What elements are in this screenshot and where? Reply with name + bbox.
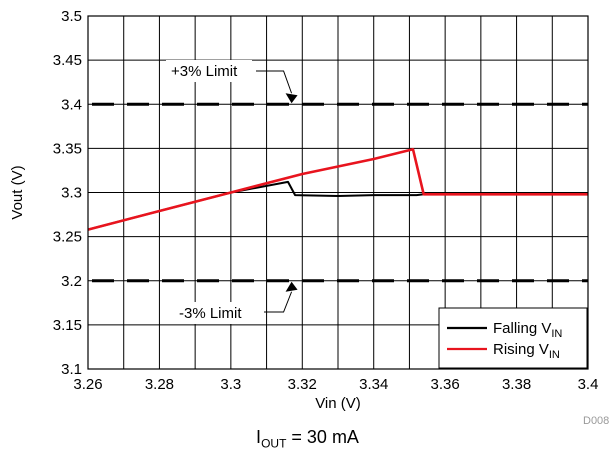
lower-limit-arrow-icon [285,281,298,292]
x-tick-label: 3.36 [431,376,460,393]
x-tick-label: 3.34 [359,376,388,393]
y-tick-label: 3.5 [61,8,82,25]
y-axis-label: Vout (V) [9,165,26,219]
x-tick-label: 3.32 [288,376,317,393]
lower-limit-label: -3% Limit [179,305,242,322]
legend-label-rising: Rising VIN [493,341,560,361]
y-tick-label: 3.2 [61,273,82,290]
legend-label-falling: Falling VIN [493,320,562,340]
x-tick-label: 3.28 [145,376,174,393]
y-tick-label: 3.1 [61,361,82,378]
x-axis-label: Vin (V) [315,395,361,412]
limit-lines [88,102,588,283]
test-condition: IOUT = 30 mA [256,427,359,451]
y-tick-label: 3.25 [53,229,82,246]
x-tick-label: 3.4 [578,376,599,393]
series-lines [87,148,588,231]
lower-limit-leader [264,291,293,313]
legend: Falling VIN Rising VIN [438,307,588,369]
y-tick-labels: 3.1 3.15 3.2 3.25 3.3 3.35 3.4 3.45 3.5 [53,8,82,378]
x-tick-label: 3.38 [502,376,531,393]
x-tick-label: 3.26 [73,376,102,393]
x-tick-labels: 3.26 3.28 3.3 3.32 3.34 3.36 3.38 3.4 [73,376,598,393]
plot-frame [87,15,589,370]
y-tick-label: 3.45 [53,52,82,69]
y-tick-label: 3.35 [53,140,82,157]
legend-box [438,307,588,369]
y-tick-label: 3.3 [61,185,82,202]
y-tick-label: 3.4 [61,96,82,113]
limit-annotations: +3% Limit -3% Limit [166,60,298,324]
upper-limit-arrow-icon [285,93,298,104]
y-tick-label: 3.15 [53,317,82,334]
x-tick-label: 3.3 [220,376,241,393]
figure-id: D008 [583,415,609,427]
upper-limit-leader [256,70,293,94]
upper-limit-label: +3% Limit [171,63,238,80]
series-line-rising [87,148,588,231]
